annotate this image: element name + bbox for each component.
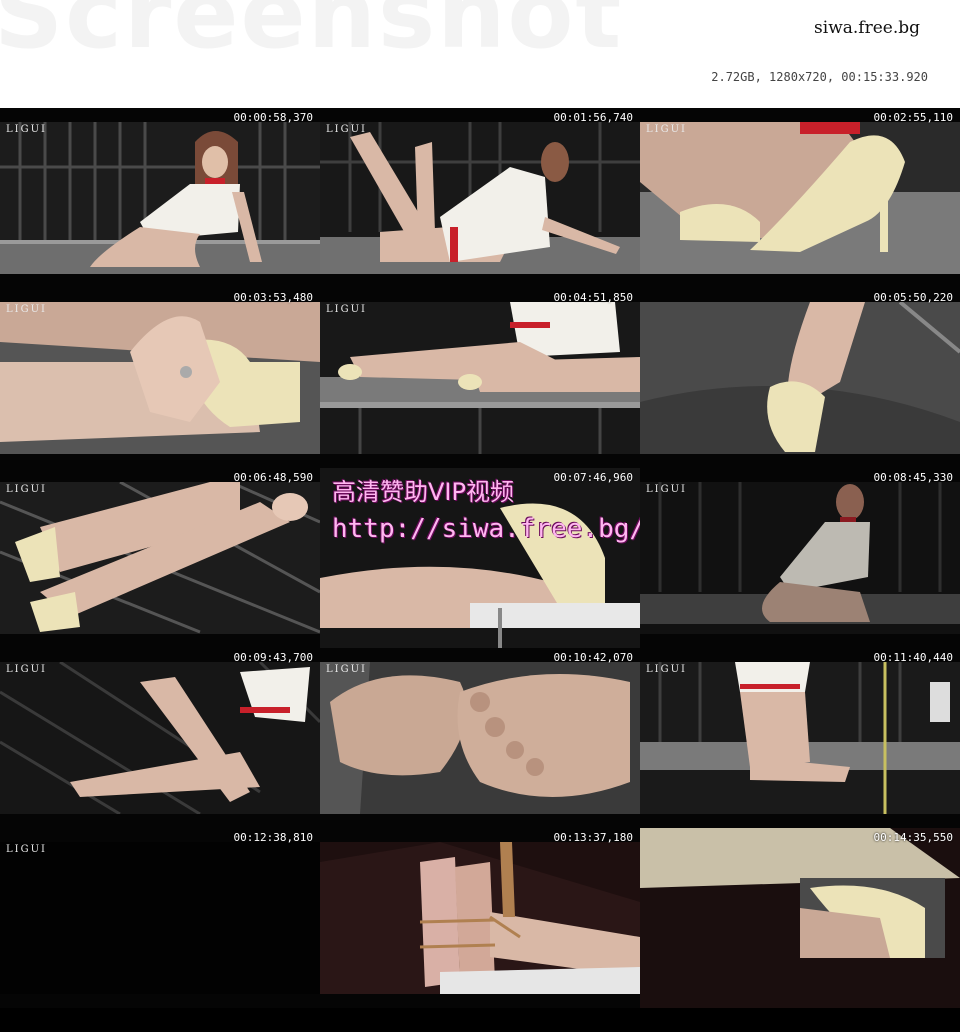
thumbnail-frame xyxy=(0,482,320,634)
background-watermark: Screenshot xyxy=(0,0,624,70)
thumbnail-12: LIGUI 00:11:40,440 xyxy=(640,648,960,828)
thumbnail-6: 00:05:50,220 xyxy=(640,288,960,468)
scene-legs-on-bench xyxy=(320,302,640,454)
thumbnail-frame xyxy=(320,302,640,454)
timestamp: 00:04:51,850 xyxy=(553,291,633,304)
logo: LIGUI xyxy=(646,484,687,495)
scene-credits-heel xyxy=(640,828,960,1008)
timestamp: 00:07:46,960 xyxy=(553,471,633,484)
thumbnail-1: LIGUI 00:00:58,370 xyxy=(0,108,320,288)
thumbnail-14: 00:13:37,180 xyxy=(320,828,640,1008)
thumbnail-9: LIGUI 00:08:45,330 xyxy=(640,468,960,648)
scene-lying-legs-up xyxy=(320,122,640,274)
scene-barefoot-cage xyxy=(0,662,320,814)
scene-crossed-legs-cage xyxy=(0,482,320,634)
thumbnail-frame xyxy=(320,842,640,994)
logo: LIGUI xyxy=(6,124,47,135)
thumbnail-frame xyxy=(0,122,320,274)
scene-nurse-on-bench xyxy=(0,122,320,274)
timestamp: 00:12:38,810 xyxy=(233,831,313,844)
thumbnail-frame xyxy=(640,662,960,814)
scene-kneeling-bench xyxy=(640,662,960,814)
logo: LIGUI xyxy=(6,664,47,675)
logo: LIGUI xyxy=(326,664,367,675)
logo: LIGUI xyxy=(6,844,47,855)
thumbnail-frame xyxy=(0,302,320,454)
thumbnail-frame xyxy=(640,302,960,454)
scene-feet-closeup xyxy=(320,662,640,814)
thumbnail-10: LIGUI 00:09:43,700 xyxy=(0,648,320,828)
thumbnail-8: 高清赞助VIP视频 http://siwa.free.bg/ 00:07:46,… xyxy=(320,468,640,648)
thumbnail-grid: LIGUI 00:00:58,370 LIGUI xyxy=(0,108,960,1032)
timestamp: 00:05:50,220 xyxy=(873,291,953,304)
overlay-promo-title: 高清赞助VIP视频 xyxy=(332,478,514,506)
timestamp: 00:09:43,700 xyxy=(233,651,313,664)
thumbnail-4: LIGUI 00:03:53,480 xyxy=(0,288,320,468)
scene-hand-on-leg xyxy=(0,302,320,454)
timestamp: 00:03:53,480 xyxy=(233,291,313,304)
logo: LIGUI xyxy=(6,304,47,315)
file-info: 2.72GB, 1280x720, 00:15:33.920 xyxy=(711,70,928,84)
logo: LIGUI xyxy=(326,304,367,315)
scene-single-heel xyxy=(640,302,960,454)
timestamp: 00:06:48,590 xyxy=(233,471,313,484)
logo: LIGUI xyxy=(646,664,687,675)
timestamp: 00:14:35,550 xyxy=(873,831,953,844)
thumbnail-frame xyxy=(640,122,960,274)
scene-black-frame xyxy=(0,842,320,994)
header: Screenshot siwa.free.bg 2.72GB, 1280x720… xyxy=(0,0,960,108)
scene-heels-closeup xyxy=(640,122,960,274)
thumbnail-frame xyxy=(320,122,640,274)
timestamp: 00:08:45,330 xyxy=(873,471,953,484)
timestamp: 00:11:40,440 xyxy=(873,651,953,664)
scene-bound-feet xyxy=(320,842,640,994)
thumbnail-frame xyxy=(0,842,320,994)
timestamp: 00:02:55,110 xyxy=(873,111,953,124)
thumbnail-15: 00:14:35,550 xyxy=(640,828,960,1008)
site-name: siwa.free.bg xyxy=(814,18,920,38)
thumbnail-5: LIGUI 00:04:51,850 xyxy=(320,288,640,468)
thumbnail-13: LIGUI 00:12:38,810 xyxy=(0,828,320,1008)
thumbnail-frame xyxy=(640,828,960,1008)
thumbnail-frame xyxy=(0,662,320,814)
scene-heel-overlay xyxy=(320,468,640,648)
timestamp: 00:13:37,180 xyxy=(553,831,633,844)
thumbnail-11: LIGUI 00:10:42,070 xyxy=(320,648,640,828)
logo: LIGUI xyxy=(326,124,367,135)
timestamp: 00:00:58,370 xyxy=(233,111,313,124)
thumbnail-frame xyxy=(320,662,640,814)
thumbnail-2: LIGUI 00:01:56,740 xyxy=(320,108,640,288)
thumbnail-frame xyxy=(640,482,960,634)
thumbnail-frame: 高清赞助VIP视频 http://siwa.free.bg/ xyxy=(320,468,640,648)
thumbnail-3: LIGUI 00:02:55,110 xyxy=(640,108,960,288)
logo: LIGUI xyxy=(646,124,687,135)
timestamp: 00:01:56,740 xyxy=(553,111,633,124)
thumbnail-7: LIGUI 00:06:48,590 xyxy=(0,468,320,648)
timestamp: 00:10:42,070 xyxy=(553,651,633,664)
overlay-promo-url: http://siwa.free.bg/ xyxy=(332,514,640,544)
scene-nurse-dark xyxy=(640,482,960,634)
logo: LIGUI xyxy=(6,484,47,495)
